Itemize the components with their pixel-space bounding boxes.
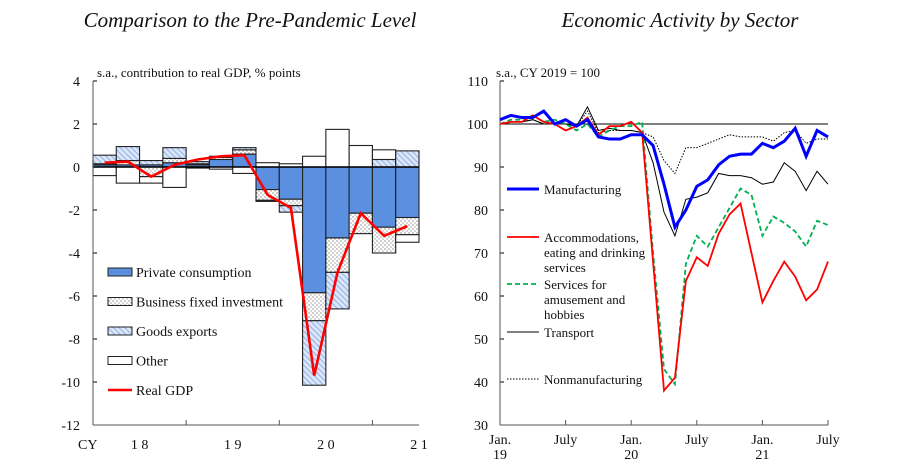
left-chart-title: Comparison to the Pre-Pandemic Level [83, 8, 417, 32]
x-tick-year: 21 [755, 448, 769, 463]
y-tick-label: -4 [68, 247, 80, 262]
y-tick-label: 40 [474, 376, 488, 391]
legend-label: Accommodations, [544, 230, 639, 245]
x-tick-label: Jan. [620, 433, 642, 448]
y-tick-label: -8 [68, 333, 80, 348]
x-year-label: 1 9 [224, 438, 242, 453]
x-tick-year: 19 [493, 448, 507, 463]
legend-label: Real GDP [136, 384, 193, 399]
bar-other [325, 128, 350, 168]
y-tick-label: 30 [474, 419, 488, 434]
x-tick-label: July [685, 433, 708, 448]
y-tick-label: -6 [68, 290, 80, 305]
series-line-transport [499, 105, 829, 238]
bar-private-consumption [302, 166, 327, 294]
x-tick-year: 20 [624, 448, 638, 463]
legend-label: services [544, 260, 586, 275]
bar-goods-exports [395, 150, 420, 168]
y-tick-label: 0 [73, 161, 80, 176]
y-tick-label: -2 [68, 204, 80, 219]
y-tick-label: 2 [73, 118, 80, 133]
y-tick-label: 70 [474, 247, 488, 262]
x-year-label: 2 0 [317, 438, 335, 453]
y-tick-label: -12 [61, 419, 80, 434]
bar-business-fixed-investment [232, 149, 257, 155]
bar-private-consumption [255, 166, 280, 191]
bar-goods-exports [232, 147, 257, 151]
y-axis-label: s.a., CY 2019 = 100 [496, 65, 600, 80]
y-axis-label: s.a., contribution to real GDP, % points [97, 65, 301, 80]
bar-private-consumption [371, 166, 397, 228]
bar-other [371, 149, 397, 161]
bar-other [302, 155, 327, 168]
bar-other [92, 166, 117, 177]
x-year-label: 2 1 [410, 438, 428, 453]
x-tick-label: Jan. [751, 433, 773, 448]
legend-swatch [107, 267, 133, 277]
bar-other [348, 144, 373, 168]
y-tick-label: 80 [474, 204, 488, 219]
y-tick-label: 90 [474, 161, 488, 176]
bar-private-consumption [208, 158, 234, 168]
bar-private-consumption [395, 166, 420, 219]
legend-label: Nonmanufacturing [544, 372, 643, 387]
y-tick-label: 4 [73, 75, 80, 90]
legend-label: hobbies [544, 307, 584, 322]
bar-other [115, 166, 141, 184]
bar-goods-exports [371, 158, 397, 168]
bar-private-consumption [278, 166, 304, 200]
x-axis-prefix: CY [78, 438, 97, 453]
real-gdp-line [104, 153, 408, 376]
legend-swatch [107, 297, 133, 306]
series-line-manufacturing [499, 109, 829, 231]
legend-label: Transport [544, 325, 594, 340]
x-tick-label: July [816, 433, 839, 448]
x-tick-label: July [554, 433, 577, 448]
legend-label: eating and drinking [544, 245, 646, 260]
bar-goods-exports [139, 160, 164, 166]
x-tick-label: Jan. [489, 433, 511, 448]
bar-goods-exports [162, 147, 187, 159]
right-chart-title: Economic Activity by Sector [561, 8, 799, 32]
legend-label: Manufacturing [544, 182, 622, 197]
bar-other [395, 234, 420, 243]
series-line-services [499, 114, 829, 387]
y-tick-label: 50 [474, 333, 488, 348]
legend-label: Private consumption [136, 266, 252, 281]
x-year-label: 1 8 [131, 438, 149, 453]
y-tick-label: 60 [474, 290, 488, 305]
legend-label: Services for [544, 277, 607, 292]
legend-label: Other [136, 355, 168, 370]
y-tick-label: 100 [467, 118, 488, 133]
legend-label: Goods exports [136, 325, 217, 340]
legend-label: Business fixed investment [136, 296, 283, 311]
legend-label: amusement and [544, 292, 626, 307]
legend-swatch [107, 326, 133, 336]
bar-private-consumption [325, 166, 350, 239]
bar-private-consumption [348, 166, 373, 214]
y-tick-label: 110 [468, 75, 488, 90]
legend-swatch [107, 356, 133, 365]
y-tick-label: -10 [61, 376, 80, 391]
bar-goods-exports [115, 146, 141, 162]
